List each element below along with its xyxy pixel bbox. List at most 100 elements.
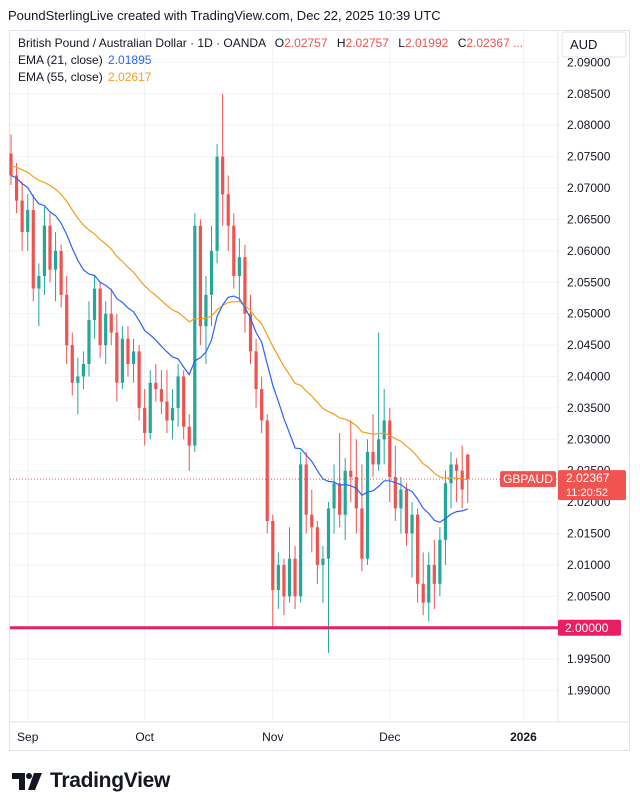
candle-body [70,345,74,383]
x-tick-label: 2026 [510,730,537,744]
candle [9,134,13,185]
candle-body [260,389,264,421]
candle [204,275,208,364]
candle-body [53,250,58,270]
candle-body [382,420,386,440]
candle-body [282,564,286,597]
candle [187,414,191,471]
ema55-value: 2.02617 [108,70,152,84]
candle-body [198,225,202,327]
candle [338,433,342,528]
candle-body [209,250,214,295]
candle [455,458,459,503]
candle-body [59,250,63,295]
y-tick-label: 2.01000 [567,558,611,572]
candle [371,414,375,478]
candle-body [104,313,108,346]
candle [315,520,319,584]
y-tick-label: 2.03000 [567,432,611,446]
low-value: 2.01992 [404,36,449,50]
candle [365,439,370,565]
candle-body [276,564,280,591]
chart-frame[interactable] [9,30,630,751]
y-tick-label: 2.06500 [567,212,611,226]
y-tick-label: 2.08500 [567,87,611,101]
high-value: 2.02757 [345,36,389,50]
candle [421,552,425,616]
candle [293,546,297,609]
candle [215,144,219,264]
y-tick-label: 2.05500 [567,275,611,289]
candle [165,370,169,434]
candle [438,527,442,597]
candle-body [332,483,336,509]
candle [377,332,381,471]
candle [221,93,225,226]
candle [271,514,275,628]
candle-body [31,210,35,289]
candle-body [388,420,392,478]
candle-body [265,420,269,521]
ema21-legend[interactable]: EMA (21, close) 2.01895 [18,53,151,67]
candle-body [20,200,24,233]
candle-body [466,454,470,479]
x-tick-label: Sep [17,730,39,744]
candlestick-chart[interactable]: 2.09000 2.08500 2.08000 2.07500 2.07000 2.065… [0,0,640,760]
candle-body [176,376,180,408]
candle [404,483,409,547]
ema55-label: EMA (55, close) [18,70,103,84]
candle [232,213,236,289]
candle-body [421,583,425,603]
candle-body [416,514,420,584]
candle-body [109,313,113,333]
candle-body [193,225,197,446]
x-tick-label: Dec [379,730,400,744]
candle [20,181,24,251]
y-axis-labels: 2.09000 2.08500 2.08000 2.07500 2.07000 2.065… [567,55,611,697]
symbol-legend: British Pound / Australian Dollar · 1D ·… [18,36,524,50]
candle-body [187,426,191,446]
candle-body [443,483,448,540]
candle [343,458,347,540]
tradingview-logo[interactable]: TradingView [12,768,170,794]
ema55-legend[interactable]: EMA (55, close) 2.02617 [18,70,151,84]
candle [131,338,136,383]
currency-label: AUD [561,31,627,58]
candle [26,194,30,251]
candle-body [204,294,208,327]
candle [382,389,386,465]
candle-body [349,470,353,478]
candle-body [87,319,91,364]
candle-body [393,477,397,509]
symbol-title: British Pound / Australian Dollar · 1D ·… [18,36,266,50]
candle [321,546,325,603]
candle [37,263,41,327]
y-tick-label: 2.05000 [567,307,611,321]
candle [416,508,420,603]
candle-body [137,351,141,408]
candle-body [154,382,158,390]
currency-text: AUD [570,37,597,52]
candle [170,389,175,440]
candle-body [315,527,319,565]
candle-body [98,288,102,346]
candle [193,213,197,452]
candle [226,175,230,251]
candle [31,194,35,302]
support-tag: 2.00000 [558,619,621,636]
candle-body [76,376,80,383]
candle-body [159,389,163,402]
candle-body [455,464,459,471]
y-tick-label: 2.03500 [567,401,611,415]
candle-body [449,464,453,484]
tradingview-logo-icon [12,773,42,790]
candle-body [237,257,241,276]
candle-body [299,464,303,597]
candle-body [182,376,186,427]
candle [115,313,119,402]
candle-body [165,401,169,421]
candle-body [248,313,253,352]
candle [65,275,69,364]
candle [120,326,124,390]
candle-body [92,288,97,320]
